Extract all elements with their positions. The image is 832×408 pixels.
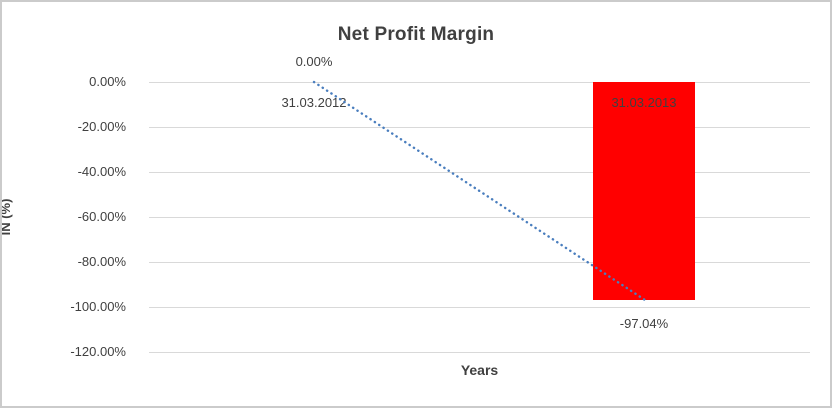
y-tick-label: -40.00% (77, 164, 126, 179)
gridline-m60pct (149, 217, 810, 218)
gridline-m20pct (149, 127, 810, 128)
data-label-2013: -97.04% (619, 316, 669, 331)
category-label-2012: 31.03.2012 (281, 95, 347, 110)
gridline-m40pct (149, 172, 810, 173)
x-axis-title: Years (460, 362, 499, 378)
chart-title: Net Profit Margin (337, 24, 495, 45)
y-tick-label: -20.00% (77, 119, 126, 134)
gridline-m80pct (149, 262, 810, 263)
y-tick-label: -80.00% (77, 254, 126, 269)
gridline-0pct (149, 82, 810, 83)
y-tick-label: 0.00% (89, 74, 126, 89)
bar-2013: 31.03.2013 (593, 82, 695, 300)
gridline-m120pct (149, 352, 810, 353)
data-label-2012: 0.00% (295, 54, 333, 69)
gridline-m100pct (149, 307, 810, 308)
y-tick-label: -60.00% (77, 209, 126, 224)
y-tick-label: -100.00% (70, 299, 126, 314)
y-tick-label: -120.00% (70, 344, 126, 359)
plot-area: 0.00% 31.03.2012 31.03.2013 -97.04% (149, 54, 810, 353)
category-label-2013: 31.03.2013 (611, 95, 677, 110)
